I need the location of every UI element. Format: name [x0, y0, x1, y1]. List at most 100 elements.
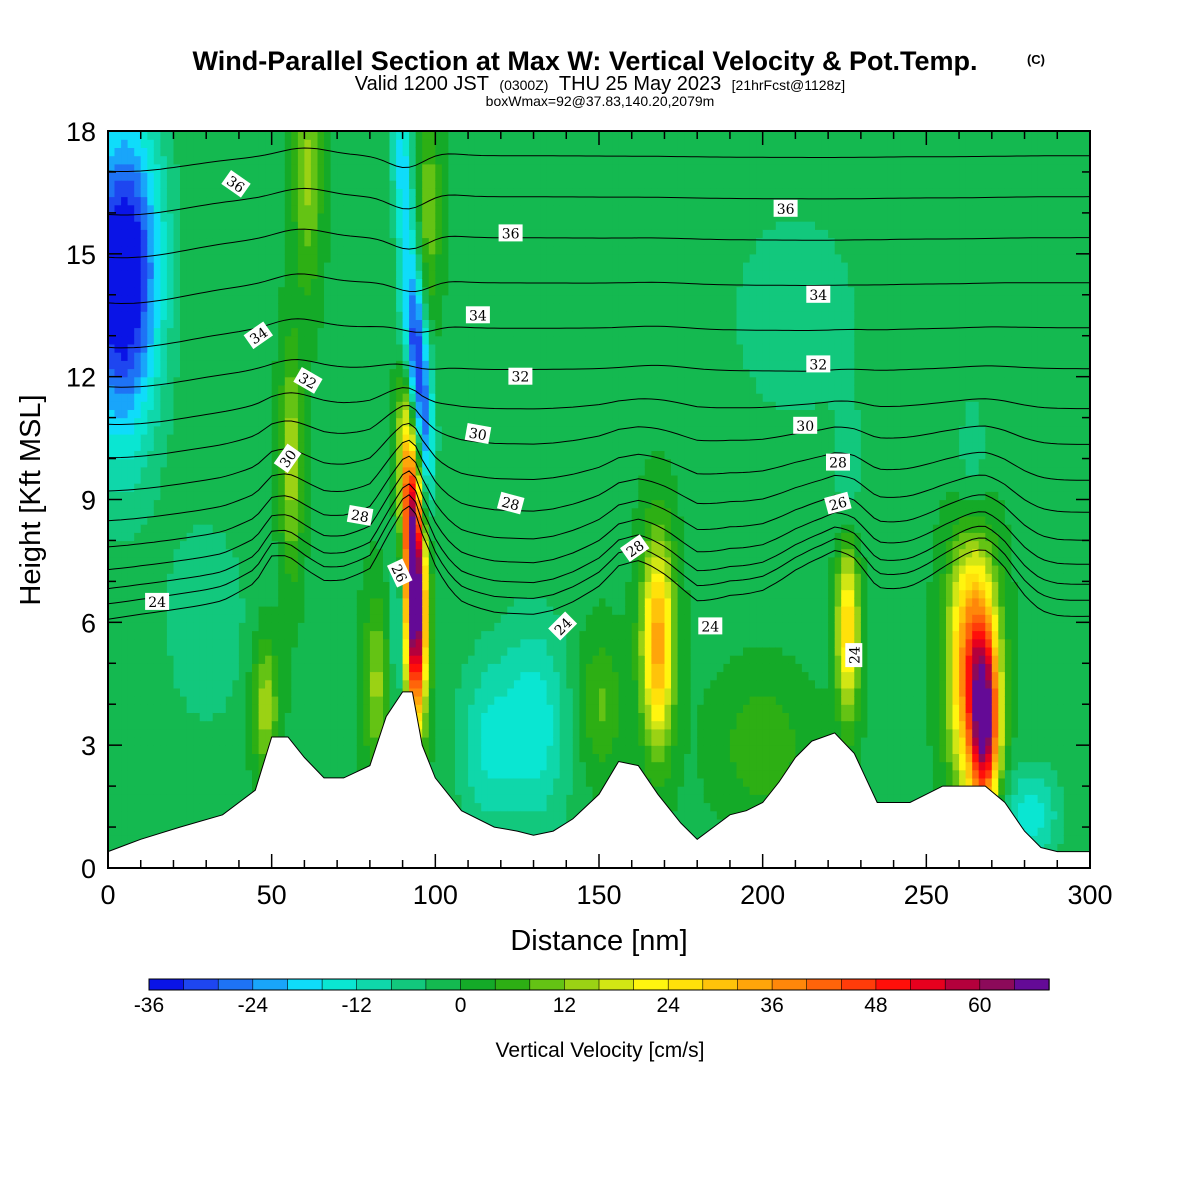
velocity-cell — [199, 393, 207, 402]
velocity-cell — [455, 204, 463, 214]
velocity-cell — [448, 499, 456, 509]
velocity-cell — [127, 646, 135, 656]
velocity-cell — [166, 425, 174, 435]
velocity-cell — [114, 614, 122, 623]
velocity-cell — [219, 442, 227, 451]
velocity-cell — [225, 352, 233, 361]
velocity-cell — [219, 655, 227, 664]
velocity-cell — [265, 335, 273, 345]
velocity-cell — [455, 180, 463, 189]
velocity-cell — [376, 679, 384, 689]
velocity-cell — [356, 434, 364, 443]
velocity-cell — [304, 171, 312, 181]
velocity-cell — [343, 761, 351, 771]
velocity-cell — [199, 712, 207, 722]
velocity-cell — [441, 376, 449, 386]
velocity-cell — [166, 450, 174, 460]
velocity-cell — [343, 417, 351, 427]
velocity-cell — [166, 376, 174, 386]
velocity-cell — [134, 630, 142, 640]
velocity-cell — [304, 638, 312, 648]
velocity-cell — [435, 622, 443, 632]
velocity-cell — [297, 270, 305, 279]
velocity-cell — [415, 589, 423, 599]
velocity-cell — [343, 638, 351, 648]
velocity-cell — [134, 663, 142, 673]
velocity-cell — [304, 745, 312, 754]
velocity-cell — [297, 221, 305, 230]
velocity-cell — [310, 565, 318, 574]
velocity-cell — [265, 204, 273, 214]
velocity-cell — [356, 393, 364, 402]
velocity-cell — [317, 655, 325, 664]
velocity-cell — [396, 409, 404, 419]
velocity-cell — [304, 491, 312, 501]
velocity-cell — [383, 352, 391, 361]
velocity-cell — [350, 491, 358, 501]
velocity-cell — [166, 196, 174, 206]
velocity-cell — [160, 163, 168, 173]
velocity-cell — [212, 278, 220, 288]
velocity-cell — [140, 417, 148, 427]
velocity-cell — [225, 450, 233, 460]
velocity-cell — [258, 458, 266, 468]
velocity-cell — [258, 303, 266, 312]
velocity-cell — [186, 581, 194, 591]
velocity-cell — [173, 401, 181, 410]
velocity-cell — [193, 270, 201, 279]
velocity-cell — [304, 401, 312, 410]
velocity-cell — [271, 425, 279, 435]
velocity-cell — [121, 376, 129, 386]
velocity-cell — [225, 204, 233, 214]
velocity-cell — [428, 417, 436, 427]
velocity-cell — [402, 221, 410, 230]
velocity-cell — [284, 540, 292, 550]
velocity-cell — [265, 229, 273, 239]
velocity-cell — [127, 147, 135, 157]
velocity-cell — [330, 704, 338, 713]
velocity-cell — [173, 360, 181, 370]
velocity-cell — [114, 655, 122, 664]
velocity-cell — [369, 483, 377, 492]
velocity-cell — [140, 270, 148, 279]
velocity-cell — [284, 368, 292, 378]
velocity-cell — [212, 401, 220, 410]
velocity-cell — [383, 450, 391, 460]
velocity-cell — [369, 327, 377, 337]
velocity-cell — [376, 507, 384, 517]
velocity-cell — [173, 540, 181, 550]
velocity-cell — [180, 425, 188, 435]
velocity-cell — [252, 352, 260, 361]
velocity-cell — [369, 417, 377, 427]
velocity-cell — [356, 368, 364, 378]
velocity-cell — [127, 204, 135, 214]
velocity-cell — [455, 515, 463, 525]
velocity-cell — [337, 606, 345, 615]
velocity-cell — [435, 655, 443, 664]
velocity-cell — [422, 384, 430, 394]
velocity-cell — [278, 556, 286, 566]
velocity-cell — [317, 327, 325, 337]
velocity-cell — [258, 565, 266, 574]
velocity-cell — [324, 622, 332, 632]
velocity-cell — [376, 499, 384, 509]
velocity-cell — [278, 237, 286, 247]
velocity-cell — [278, 409, 286, 419]
velocity-cell — [284, 237, 292, 247]
velocity-cell — [297, 614, 305, 623]
velocity-cell — [121, 786, 129, 795]
velocity-cell — [186, 180, 194, 189]
velocity-cell — [343, 171, 351, 181]
velocity-cell — [206, 262, 214, 271]
velocity-cell — [350, 687, 358, 697]
velocity-cell — [232, 769, 240, 779]
velocity-cell — [232, 335, 240, 345]
velocity-cell — [271, 245, 279, 255]
velocity-cell — [153, 655, 161, 664]
velocity-cell — [297, 696, 305, 705]
velocity-cell — [337, 286, 345, 296]
velocity-cell — [166, 384, 174, 394]
velocity-cell — [435, 401, 443, 410]
velocity-cell — [415, 679, 423, 689]
velocity-cell — [376, 212, 384, 222]
